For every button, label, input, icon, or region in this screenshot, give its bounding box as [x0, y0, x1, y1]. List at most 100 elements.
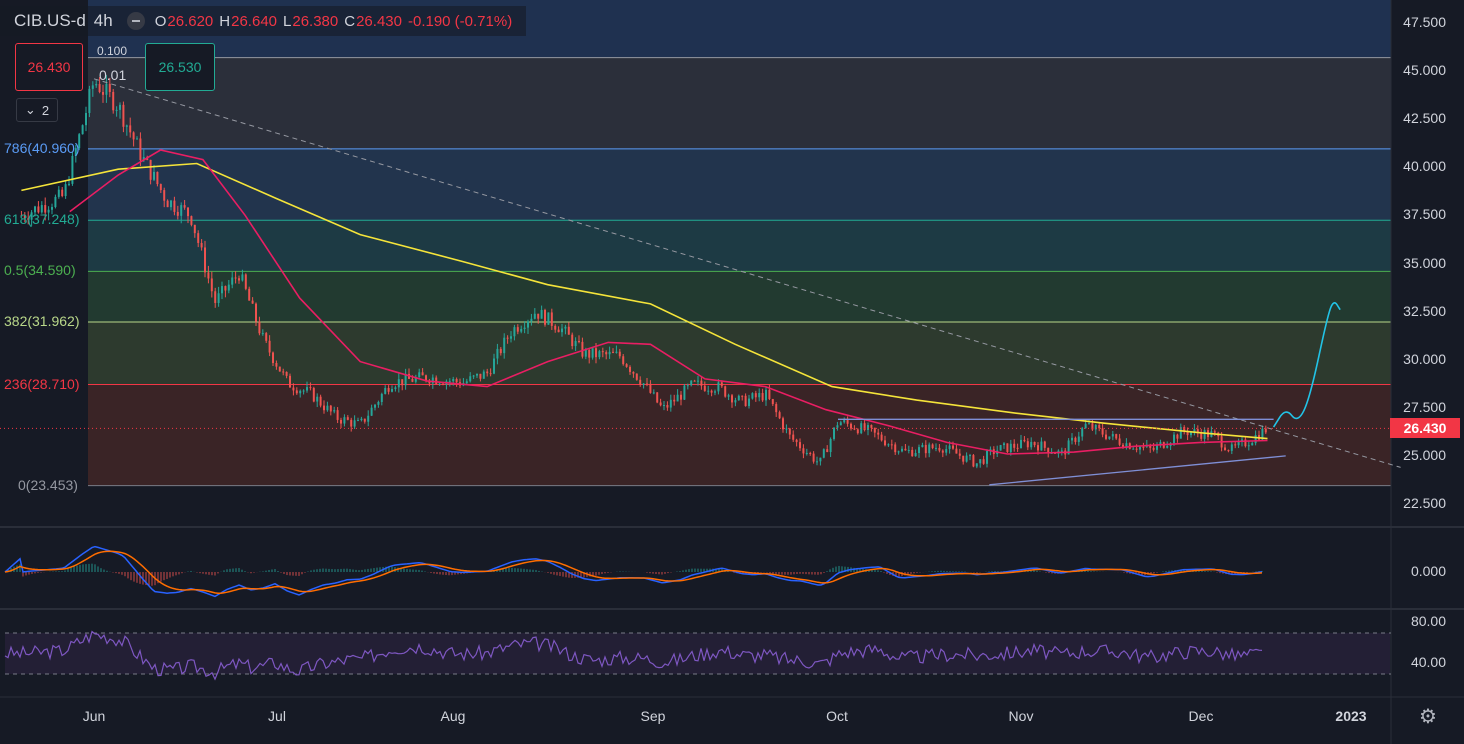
buy-button[interactable]: 26.530 — [145, 43, 215, 91]
candle-body — [23, 215, 26, 219]
spread-value: 0.100 — [97, 44, 128, 58]
candle-body — [1037, 445, 1040, 451]
rsi-axis-label: 80.00 — [1410, 613, 1446, 629]
candle-body — [442, 383, 445, 385]
hide-icon[interactable] — [126, 12, 145, 30]
chevron-down-icon: ⌄ — [24, 102, 36, 117]
candle-body — [190, 216, 193, 225]
candle-body — [360, 418, 363, 421]
candle-body — [1122, 444, 1125, 449]
candle-body — [588, 349, 591, 358]
candle-body — [1247, 445, 1250, 447]
candle-body — [741, 395, 744, 397]
candle-body — [605, 352, 608, 355]
candle-body — [40, 205, 43, 213]
candle-body — [734, 400, 737, 403]
candle-body — [945, 449, 948, 453]
candle-body — [1043, 441, 1046, 448]
timeframe[interactable]: 4h — [93, 11, 113, 30]
candle-body — [833, 427, 836, 439]
candle-body — [54, 196, 57, 208]
candle-body — [1030, 441, 1033, 448]
candle-body — [1152, 447, 1155, 450]
indicator-collapse-button[interactable]: ⌄ 2 — [16, 98, 58, 122]
candle-body — [384, 388, 387, 394]
candle-body — [377, 401, 380, 405]
candle-body — [901, 448, 904, 452]
sell-button[interactable]: 26.430 — [15, 43, 83, 91]
collapse-count: 2 — [41, 102, 50, 118]
candle-body — [363, 418, 366, 422]
candle-body — [1026, 441, 1029, 448]
candle-body — [122, 104, 125, 127]
candle-body — [1254, 435, 1257, 444]
candle-body — [489, 373, 492, 375]
candle-body — [340, 419, 343, 424]
candle-body — [74, 148, 77, 156]
candle-body — [1009, 443, 1012, 453]
candle-body — [574, 340, 577, 347]
candle-body — [251, 300, 254, 304]
candle-body — [527, 321, 530, 328]
candle-body — [598, 351, 601, 358]
candle-body — [323, 405, 326, 411]
candle-body — [1264, 428, 1267, 433]
candle-body — [1156, 445, 1159, 450]
candle-body — [928, 444, 931, 454]
candle-body — [125, 125, 128, 127]
candle-body — [1261, 428, 1264, 440]
candle-body — [965, 455, 968, 462]
candle-body — [856, 429, 859, 434]
current-price-tag: 26.430 — [1390, 418, 1460, 438]
quantity-value[interactable]: 0.01 — [99, 67, 127, 83]
candle-body — [221, 286, 224, 294]
candle-body — [751, 393, 754, 399]
candle-body — [822, 449, 825, 458]
candle-body — [238, 278, 241, 281]
candle-body — [516, 327, 519, 332]
candle-body — [673, 399, 676, 402]
candle-body — [71, 155, 74, 184]
rsi-axis-label: 40.00 — [1410, 654, 1446, 670]
candle-body — [850, 423, 853, 429]
price-axis-label: 25.000 — [1403, 446, 1446, 463]
candle-body — [782, 418, 785, 430]
candle-body — [639, 379, 642, 385]
candle-body — [690, 380, 693, 386]
candle-body — [353, 420, 356, 427]
rsi-band — [5, 633, 1390, 674]
candle-body — [1173, 434, 1176, 444]
gear-icon[interactable]: ⚙ — [1419, 706, 1437, 728]
candle-body — [258, 321, 261, 334]
candle-body — [78, 134, 81, 149]
symbol-name[interactable]: CIB.US-d — [14, 11, 86, 30]
time-axis-label: Jul — [268, 708, 286, 724]
macd-signal-line — [4, 550, 1263, 594]
candle-body — [703, 385, 706, 391]
price-axis-label: 27.500 — [1403, 398, 1446, 415]
candle-body — [163, 190, 166, 201]
candle-body — [625, 364, 628, 367]
candle-body — [176, 211, 179, 216]
candle-body — [958, 453, 961, 456]
candle-body — [85, 112, 88, 126]
candle-body — [1196, 429, 1199, 434]
candle-body — [948, 445, 951, 450]
candle-body — [394, 387, 397, 389]
candle-body — [873, 427, 876, 433]
candle-body — [255, 303, 258, 322]
candle-body — [173, 200, 176, 212]
candle-body — [95, 84, 98, 86]
candle-body — [214, 291, 217, 303]
candle-body — [904, 448, 907, 451]
candle-body — [418, 372, 421, 378]
candle-body — [1118, 438, 1121, 445]
candle-body — [1227, 450, 1230, 452]
candle-body — [326, 405, 329, 411]
candle-body — [918, 447, 921, 454]
candle-body — [938, 447, 941, 451]
candle-body — [1067, 440, 1070, 455]
candle-body — [350, 419, 353, 427]
candle-body — [999, 445, 1002, 451]
